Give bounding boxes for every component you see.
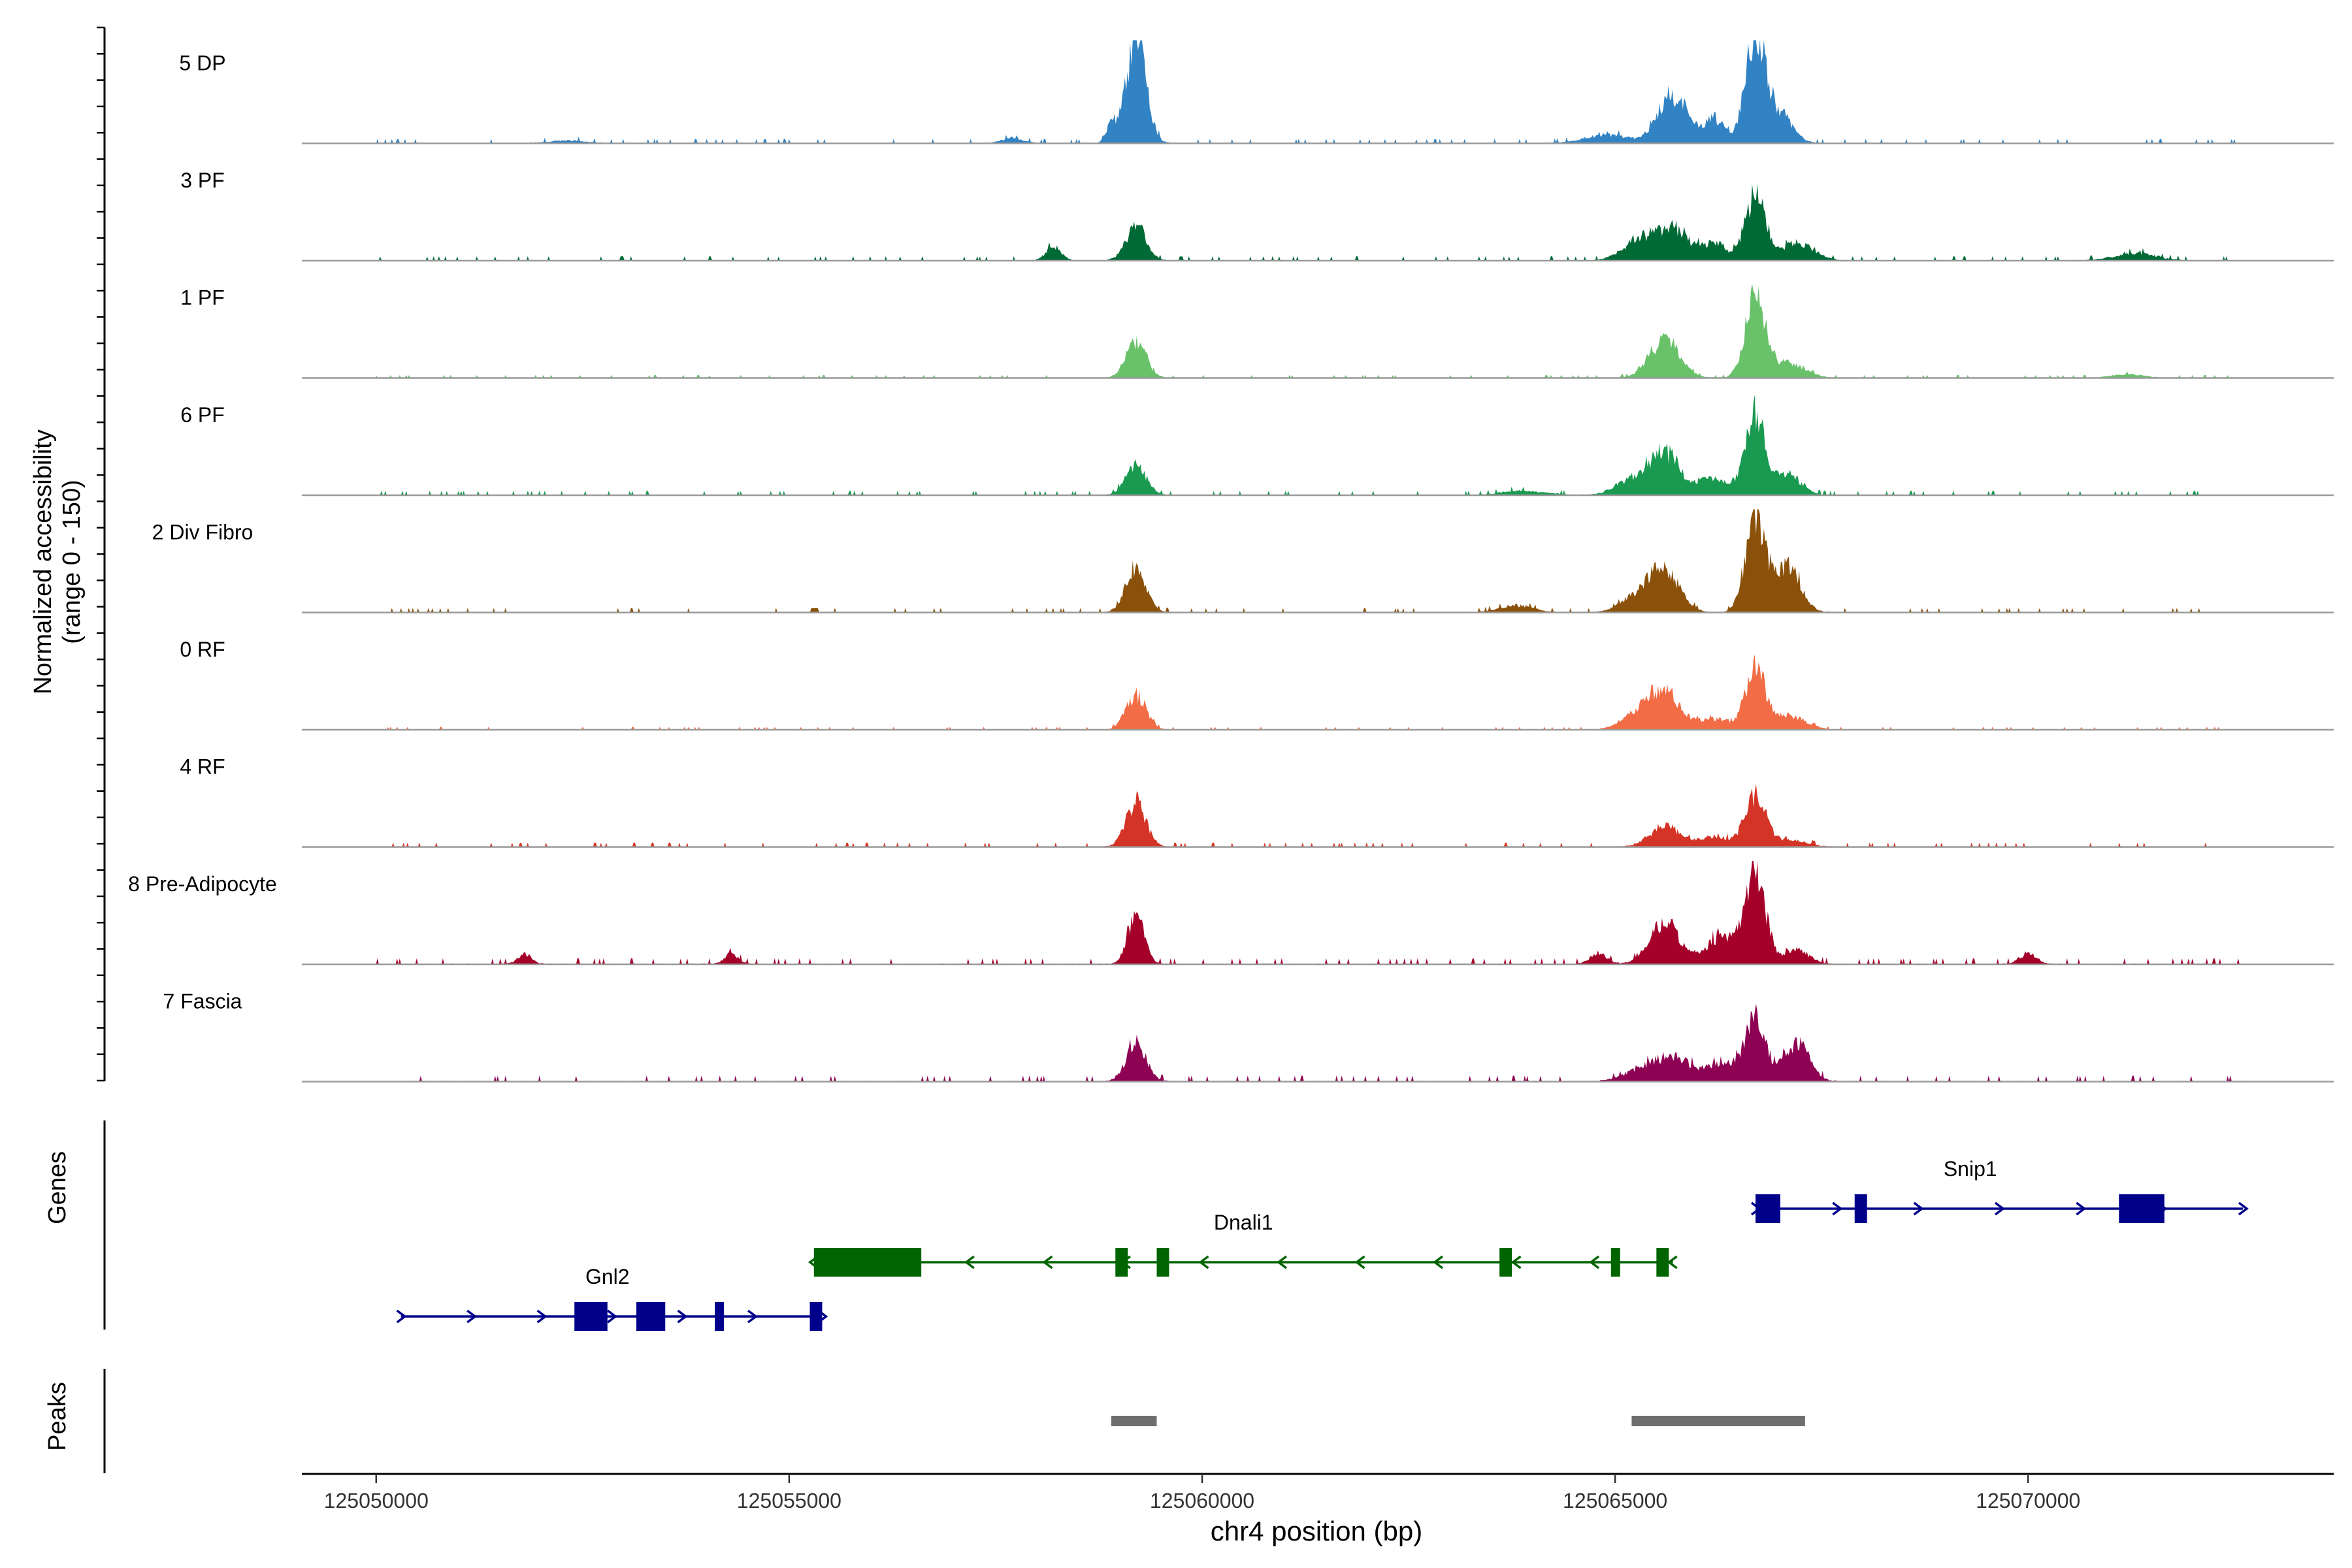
gene-annotation-track: Gnl2 Dnali1 Snip1 bbox=[396, 1157, 2249, 1331]
track-label: 8 Pre-Adipocyte bbox=[128, 872, 277, 896]
strand-arrow bbox=[1589, 1255, 1600, 1269]
strand-arrow bbox=[396, 1309, 407, 1324]
track-3: 1 PF bbox=[180, 284, 2334, 379]
track-label: 5 DP bbox=[179, 52, 225, 75]
track-1: 5 DP bbox=[179, 40, 2334, 144]
track-6: 0 RF bbox=[180, 638, 2334, 731]
exon bbox=[1156, 1248, 1169, 1277]
track-label: 2 Div Fibro bbox=[152, 521, 253, 544]
exon bbox=[636, 1302, 666, 1331]
exon bbox=[574, 1302, 608, 1331]
strand-arrow bbox=[1433, 1255, 1444, 1269]
strand-arrow bbox=[607, 1309, 618, 1324]
coverage-tracks: 5 DP 3 PF 1 PF 6 PF 2 Div Fibro 0 RF 4 RF 8 Pre… bbox=[128, 40, 2334, 1083]
gene-label: Snip1 bbox=[1944, 1157, 1997, 1181]
x-tick-label: 125070000 bbox=[1976, 1489, 2080, 1512]
strand-arrow bbox=[1198, 1255, 1209, 1269]
strand-arrow bbox=[466, 1309, 478, 1324]
coverage-area bbox=[376, 509, 2243, 613]
strand-arrow bbox=[1913, 1201, 1924, 1216]
strand-arrow bbox=[964, 1255, 975, 1269]
coverage-area bbox=[376, 284, 2243, 378]
track-4: 6 PF bbox=[180, 395, 2334, 497]
exon bbox=[1115, 1248, 1128, 1277]
strand-arrow bbox=[1042, 1255, 1053, 1269]
axes: 125050000 125055000 125060000 125065000 1250… bbox=[97, 26, 2334, 1512]
exon bbox=[1499, 1248, 1512, 1277]
peaks-track-label: Peaks bbox=[44, 1382, 71, 1451]
strand-arrow bbox=[747, 1309, 758, 1324]
track-9: 7 Fascia bbox=[163, 990, 2334, 1083]
coverage-area bbox=[376, 1004, 2243, 1082]
exon bbox=[809, 1302, 823, 1331]
coverage-area bbox=[376, 654, 2243, 730]
strand-arrow bbox=[2238, 1201, 2249, 1216]
gene-dnali1: Dnali1 bbox=[808, 1211, 1678, 1277]
strand-arrow bbox=[1994, 1201, 2005, 1216]
x-tick-label: 125060000 bbox=[1150, 1489, 1254, 1512]
exon bbox=[1656, 1248, 1669, 1277]
x-tick-label: 125050000 bbox=[324, 1489, 429, 1512]
strand-arrow bbox=[1511, 1255, 1522, 1269]
coverage-area bbox=[376, 783, 2243, 847]
peak-region-2 bbox=[1631, 1416, 1805, 1426]
strand-arrow bbox=[1832, 1201, 1843, 1216]
x-tick-label: 125065000 bbox=[1563, 1489, 1667, 1512]
strand-arrow bbox=[2076, 1201, 2087, 1216]
exon bbox=[715, 1302, 725, 1331]
peaks-track bbox=[1111, 1416, 1805, 1426]
gene-label: Dnali1 bbox=[1214, 1211, 1273, 1234]
strand-arrow bbox=[1354, 1255, 1365, 1269]
strand-arrow bbox=[1277, 1255, 1288, 1269]
coverage-area bbox=[376, 184, 2243, 261]
track-5: 2 Div Fibro bbox=[152, 509, 2334, 613]
track-label: 4 RF bbox=[180, 755, 225, 779]
coverage-area bbox=[376, 40, 2243, 144]
gene-gnl2: Gnl2 bbox=[396, 1265, 828, 1331]
gene-snip1: Snip1 bbox=[1750, 1157, 2249, 1223]
y-axis-label-line2: (range 0 - 150) bbox=[58, 480, 86, 644]
exon bbox=[1756, 1194, 1780, 1223]
exon bbox=[1854, 1194, 1867, 1223]
peak-region-1 bbox=[1111, 1416, 1157, 1426]
x-tick-label: 125055000 bbox=[737, 1489, 841, 1512]
track-8: 8 Pre-Adipocyte bbox=[128, 861, 2334, 966]
strand-arrow bbox=[1667, 1255, 1678, 1269]
exon bbox=[2119, 1194, 2164, 1223]
x-axis-label: chr4 position (bp) bbox=[1211, 1516, 1423, 1546]
exon bbox=[1610, 1248, 1620, 1277]
track-2: 3 PF bbox=[180, 169, 2334, 262]
track-7: 4 RF bbox=[180, 755, 2334, 848]
genes-track-label: Genes bbox=[44, 1151, 71, 1224]
coverage-area bbox=[376, 395, 2243, 495]
strand-arrow bbox=[536, 1309, 547, 1324]
track-label: 3 PF bbox=[180, 169, 225, 192]
y-axis-label-line1: Normalized accessibility bbox=[29, 429, 57, 694]
track-label: 1 PF bbox=[180, 286, 225, 310]
coverage-area bbox=[376, 861, 2243, 964]
track-label: 7 Fascia bbox=[163, 990, 242, 1013]
strand-arrow bbox=[677, 1309, 688, 1324]
track-label: 0 RF bbox=[180, 638, 225, 661]
exon bbox=[813, 1248, 922, 1277]
track-label: 6 PF bbox=[180, 403, 225, 427]
gene-label: Gnl2 bbox=[585, 1265, 630, 1288]
